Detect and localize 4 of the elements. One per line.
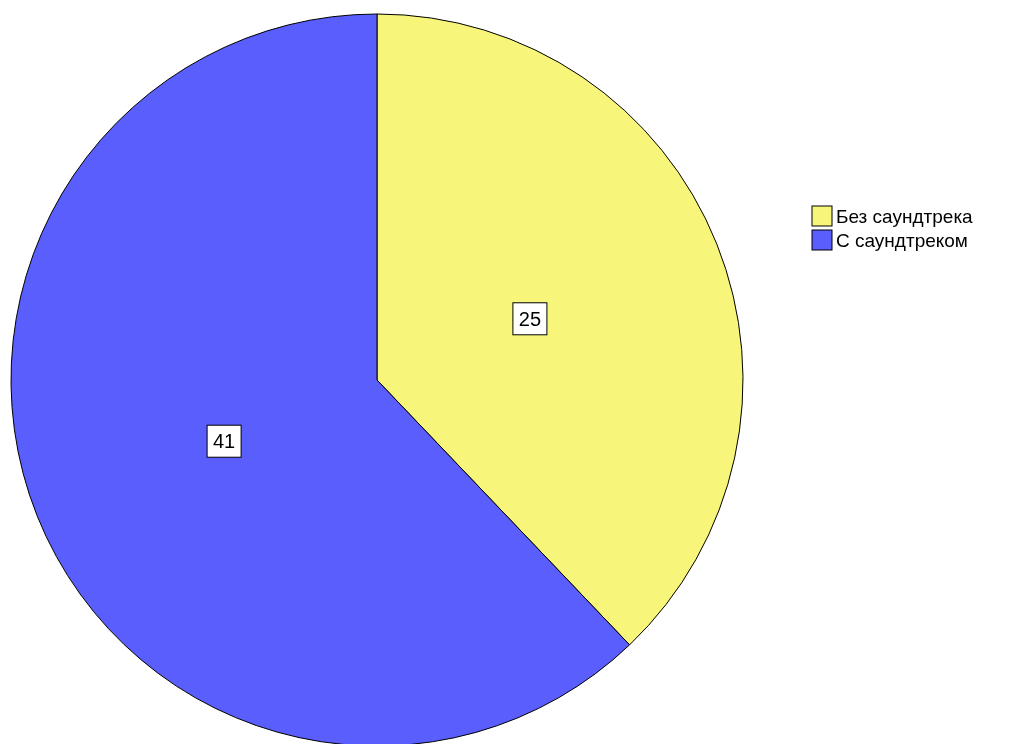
- data-label: 41: [212, 430, 236, 453]
- legend-label: Без саундтрека: [836, 205, 974, 227]
- data-label: 25: [518, 307, 542, 330]
- legend-label: С саундтреком: [836, 229, 968, 251]
